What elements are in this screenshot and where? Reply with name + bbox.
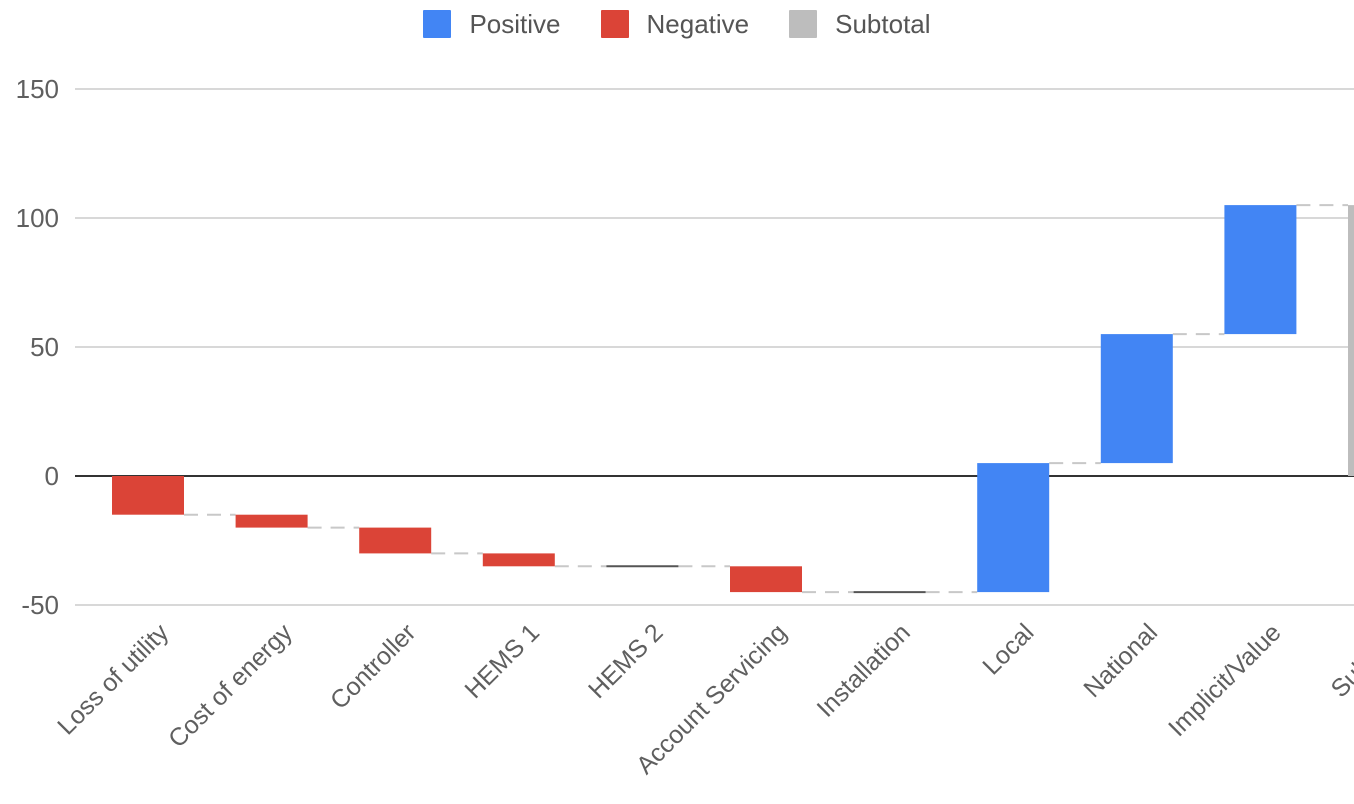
x-category-label: Loss of utility bbox=[52, 618, 174, 740]
bar-negative bbox=[235, 514, 308, 528]
legend-item-negative[interactable]: Negative bbox=[600, 8, 750, 40]
x-category-label: Installation bbox=[812, 618, 916, 722]
legend-swatch-positive bbox=[423, 10, 452, 38]
x-category-label: Cost of energy bbox=[163, 618, 298, 753]
x-category-label: Subtotal bbox=[1326, 618, 1354, 703]
x-category-label: Local bbox=[977, 618, 1039, 680]
legend-label-negative: Negative bbox=[646, 8, 750, 39]
x-category-label: National bbox=[1078, 618, 1163, 703]
legend-swatch-negative bbox=[600, 10, 629, 38]
bar-negative bbox=[359, 527, 432, 554]
x-category-label: HEMS 2 bbox=[583, 618, 669, 704]
x-category-label: HEMS 1 bbox=[459, 618, 545, 704]
legend: Positive Negative Subtotal bbox=[0, 6, 1354, 42]
bar-positive bbox=[1224, 205, 1297, 335]
bar-negative bbox=[730, 566, 802, 593]
bar-positive bbox=[977, 463, 1050, 593]
y-tick-label: 150 bbox=[16, 74, 59, 104]
legend-item-positive[interactable]: Positive bbox=[423, 8, 561, 40]
legend-swatch-subtotal bbox=[789, 10, 818, 38]
y-tick-label: 0 bbox=[45, 461, 59, 491]
legend-label-subtotal: Subtotal bbox=[835, 8, 931, 39]
y-tick-label: 50 bbox=[30, 332, 59, 362]
legend-label-positive: Positive bbox=[469, 8, 561, 39]
bar-negative bbox=[482, 553, 555, 567]
legend-item-subtotal[interactable]: Subtotal bbox=[789, 8, 931, 40]
x-category-label: Implicit/Value bbox=[1163, 618, 1287, 742]
bar-negative bbox=[112, 476, 184, 515]
bar-subtotal bbox=[1348, 205, 1354, 476]
x-category-label: Controller bbox=[325, 618, 421, 714]
y-tick-label: -50 bbox=[21, 590, 59, 620]
bar-positive bbox=[1100, 334, 1173, 464]
y-tick-label: 100 bbox=[16, 203, 59, 233]
